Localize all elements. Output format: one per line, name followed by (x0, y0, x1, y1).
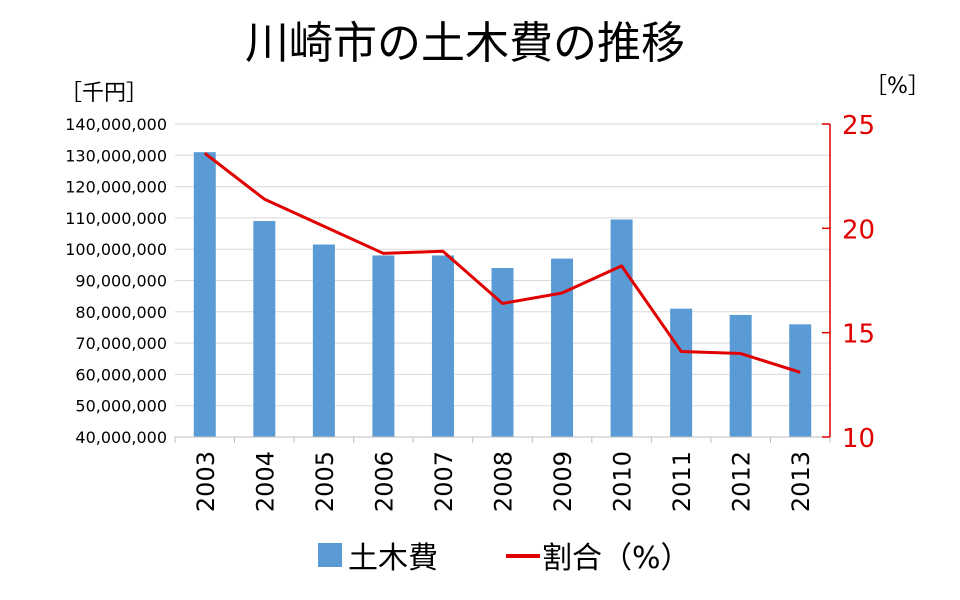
bar (253, 221, 276, 437)
ratio-line (203, 152, 801, 374)
bar (491, 267, 514, 437)
x-tick-label: 2013 (787, 451, 815, 512)
x-tick-label: 2012 (728, 451, 756, 512)
bar (610, 219, 633, 437)
right-axis-unit: ［%］ (865, 74, 930, 99)
right-tick-label: 10 (842, 424, 875, 454)
bar (431, 255, 454, 437)
bar (789, 324, 812, 437)
chart-title: 川崎市の土木費の推移 (245, 18, 685, 69)
legend-bar-label: 土木費 (348, 541, 438, 576)
x-axis-ticks: 2003 2004 2005 2006 2007 2008 2009 2010 2011 2012… (192, 451, 815, 512)
left-tick-label: 120,000,000 (65, 178, 167, 197)
x-tick-label: 2010 (609, 451, 637, 512)
bar-series (193, 152, 812, 438)
x-tick-label: 2011 (668, 451, 696, 512)
x-tick-label: 2008 (490, 451, 518, 512)
right-axis-ticks: 10 15 20 25 (822, 111, 875, 454)
left-tick-label: 140,000,000 (65, 115, 167, 134)
right-tick-label: 15 (842, 320, 875, 350)
left-axis-unit: ［千円］ (60, 81, 148, 106)
bar (670, 308, 693, 437)
right-tick-label: 25 (842, 111, 875, 141)
x-tick-label: 2006 (370, 451, 398, 512)
x-tick-label: 2007 (430, 451, 458, 512)
left-tick-label: 130,000,000 (65, 146, 167, 165)
right-tick-label: 20 (842, 215, 875, 245)
x-tick-label: 2009 (549, 451, 577, 512)
left-axis-ticks: 40,000,000 50,000,000 60,000,000 70,000,000… (65, 115, 167, 447)
bar (193, 152, 216, 438)
left-tick-label: 80,000,000 (75, 303, 167, 322)
bar (372, 255, 395, 437)
legend: 土木費 割合（%） (318, 541, 691, 576)
x-tick-label: 2004 (251, 451, 279, 512)
left-tick-label: 110,000,000 (65, 209, 167, 228)
left-tick-label: 100,000,000 (65, 240, 167, 259)
line-series (203, 152, 801, 374)
legend-bar-swatch (318, 543, 342, 567)
left-tick-label: 50,000,000 (75, 397, 167, 416)
bar (551, 258, 574, 437)
left-tick-label: 40,000,000 (75, 428, 167, 447)
left-tick-label: 70,000,000 (75, 334, 167, 353)
x-tick-label: 2005 (311, 451, 339, 512)
left-tick-label: 90,000,000 (75, 272, 167, 291)
bar (312, 244, 335, 437)
bar (729, 314, 752, 437)
axes (174, 124, 831, 443)
legend-line-label: 割合（%） (542, 541, 691, 576)
left-tick-label: 60,000,000 (75, 365, 167, 384)
x-tick-label: 2003 (192, 451, 220, 512)
